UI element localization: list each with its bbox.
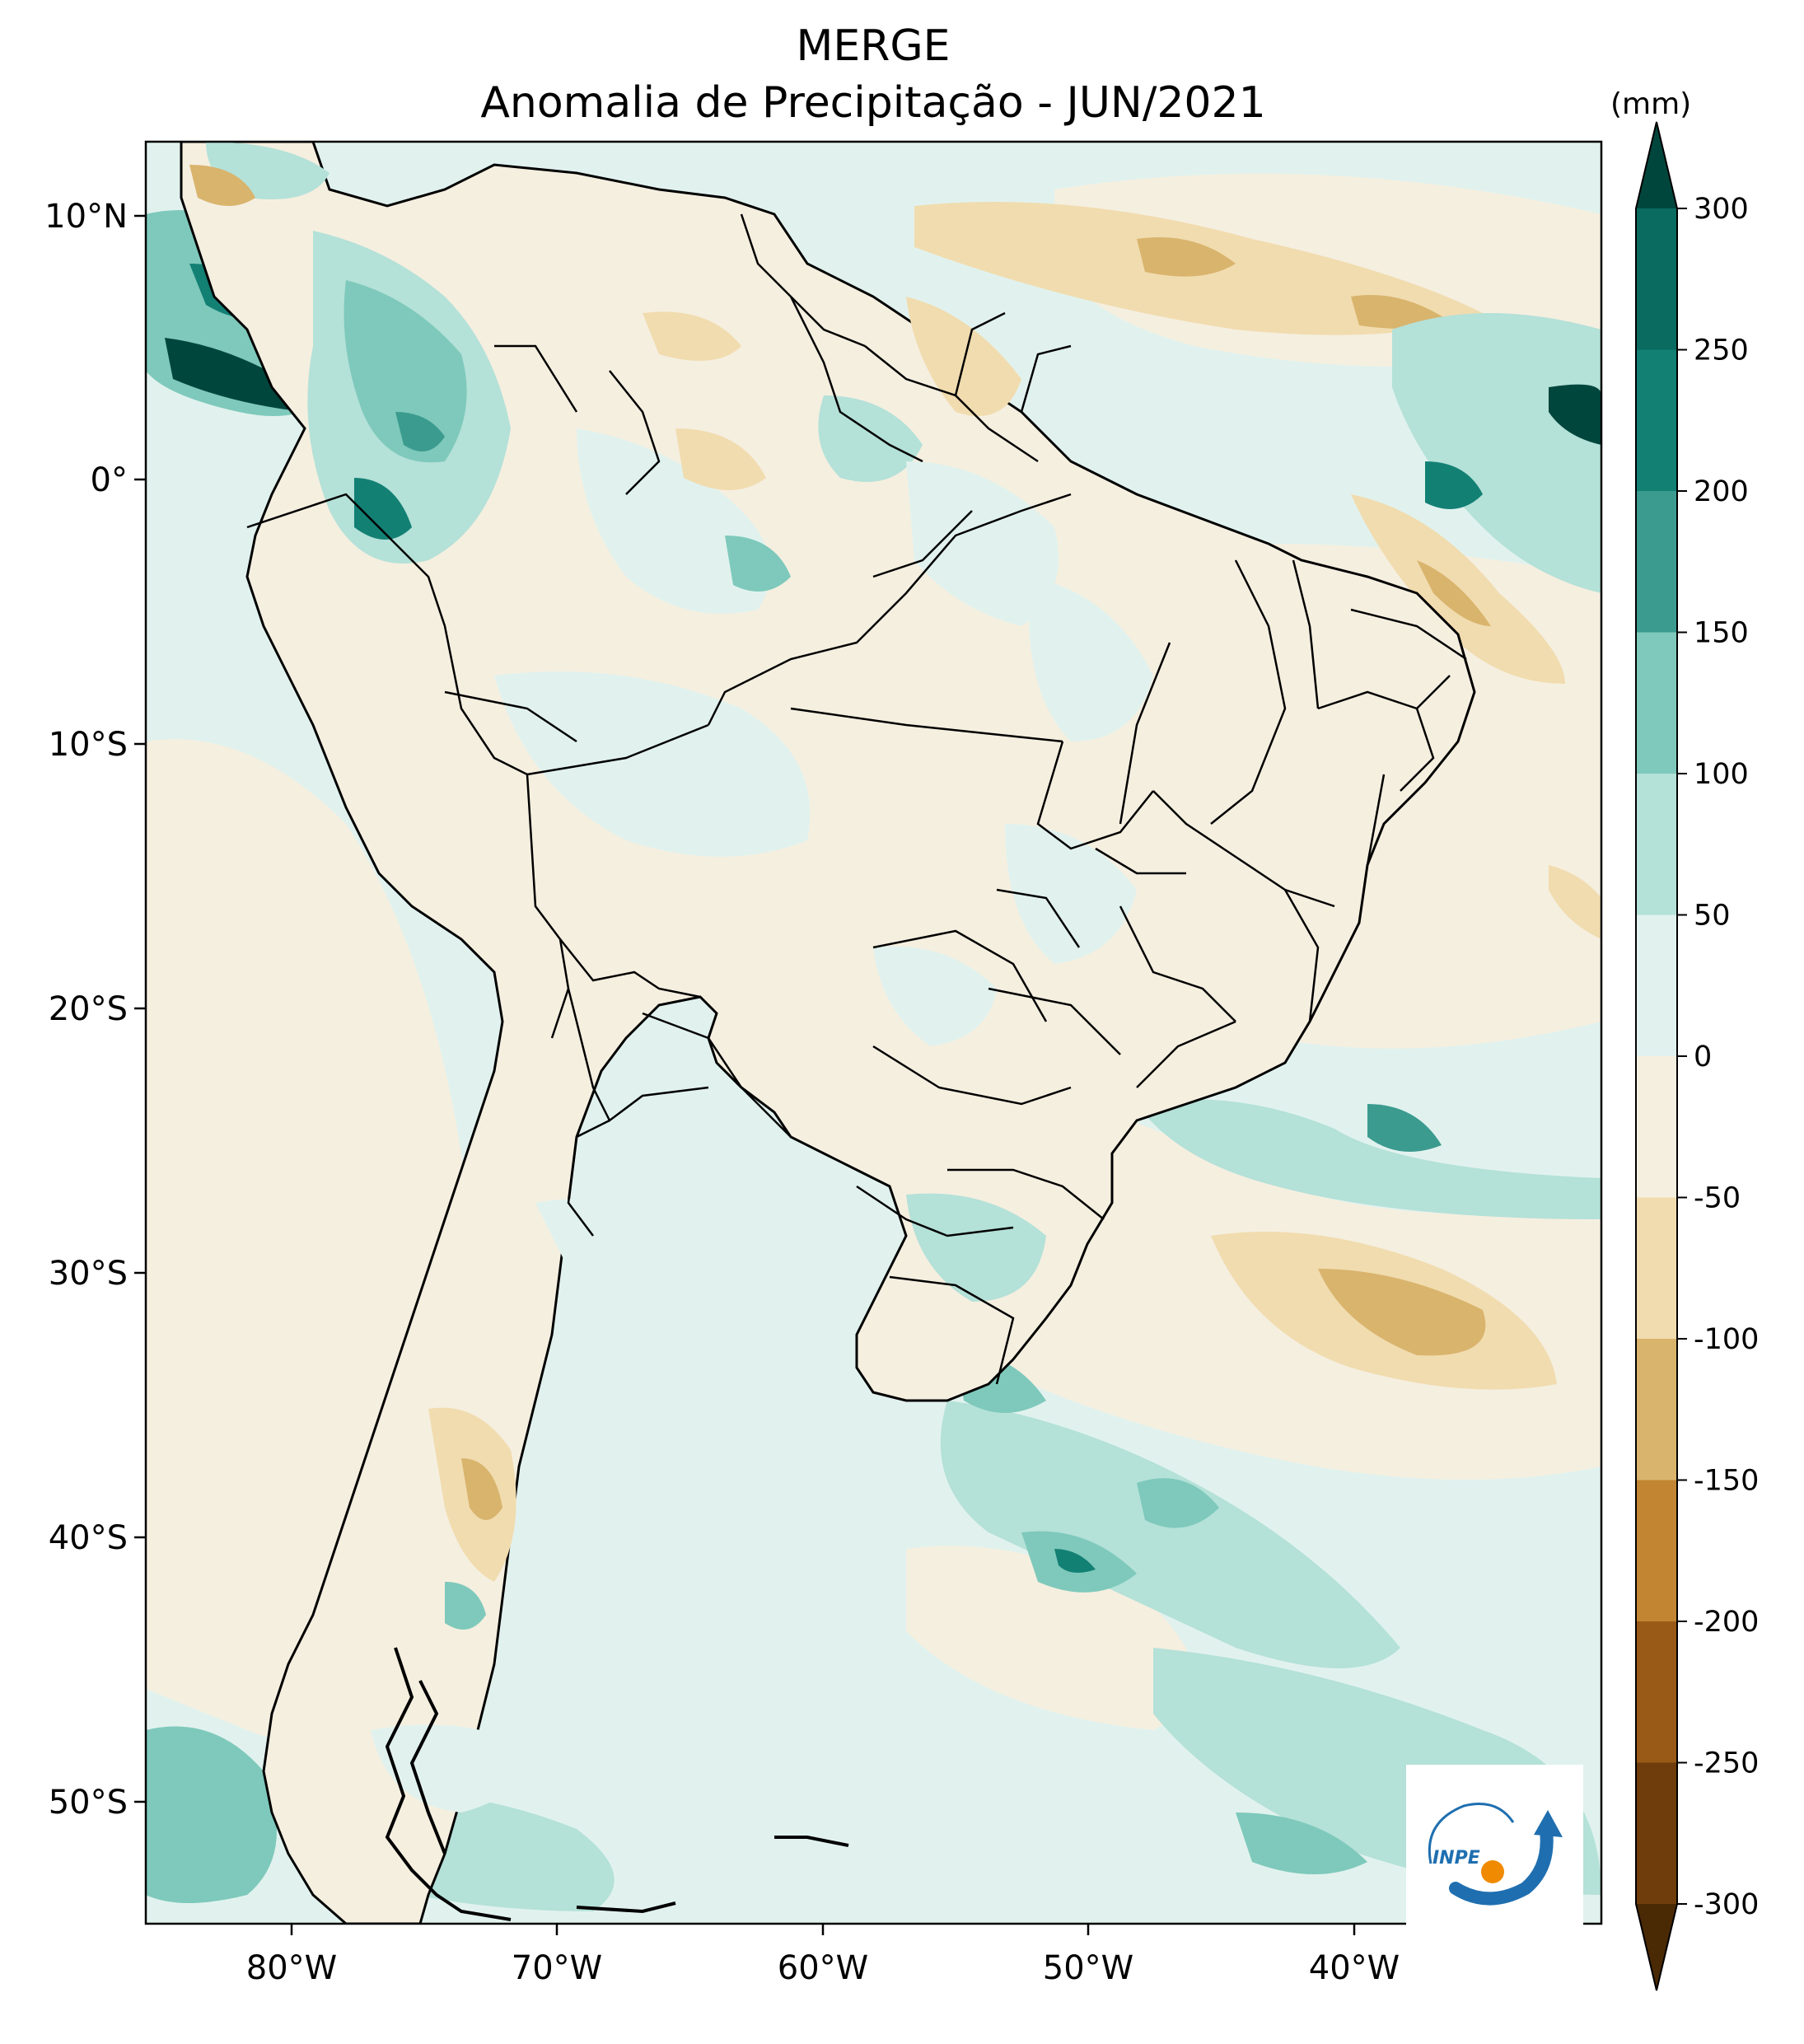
southern-coast-detail [385,1647,849,1921]
colorbar-segment [1636,349,1677,492]
map-area [146,142,1601,1924]
y-tick-label: 30°S [49,1255,128,1293]
colorbar-label: -150 [1694,1465,1759,1498]
colorbar-segment [1636,208,1677,350]
x-tick-label: 70°W [512,1949,602,1987]
y-tick-label: 20°S [49,990,128,1028]
y-ticks [134,214,146,1803]
colorbar-label: -50 [1694,1182,1741,1215]
y-tick-label: 50°S [49,1784,128,1822]
colorbar-label: 200 [1694,475,1749,508]
y-tick-label: 0° [91,461,128,499]
colorbar-label: 300 [1694,193,1749,226]
colorbar-units: (mm) [1610,87,1692,121]
colorbar-segment [1636,1339,1677,1480]
colorbar-segment [1636,1904,1677,1990]
colorbar-label: 0 [1694,1041,1712,1073]
inpe-logo-icon: INPE [1428,1803,1563,1906]
x-ticks [290,1924,1356,1935]
inpe-logo: INPE [1406,1765,1583,1938]
colorbar-label: 100 [1694,758,1749,791]
colorbar-segment [1636,914,1677,1057]
land-negative-anomalies [189,165,1021,1582]
x-tick-label: 50°W [1043,1949,1133,1987]
map-title: MERGE [796,21,951,71]
x-tick-label: 40°W [1309,1949,1400,1987]
y-tick-label: 10°N [44,198,128,236]
colorbar-label: 150 [1694,617,1749,650]
logo-text: INPE [1432,1848,1480,1869]
land-positive-anomalies [206,142,1153,1812]
colorbar-label: -300 [1694,1888,1759,1921]
colorbar-label: -100 [1694,1323,1759,1356]
colorbar-label: -200 [1694,1606,1759,1639]
y-tick-label: 10°S [49,726,128,764]
colorbar-segment [1636,122,1677,208]
y-tick-label: 40°S [49,1519,128,1557]
colorbar: 300 250 200 150 100 50 0 -50 -100 -150 -200 -250 -30… [1635,121,1759,1991]
colorbar-label: 250 [1694,334,1749,367]
colorbar-segment [1636,632,1677,774]
political-borders [246,213,1467,1385]
colorbar-label: 50 [1694,900,1731,933]
colorbar-segment [1636,1762,1677,1905]
colorbar-segment [1636,1197,1677,1340]
colorbar-segment [1636,491,1677,633]
colorbar-segment [1636,1621,1677,1763]
x-tick-label: 60°W [778,1949,868,1987]
colorbar-segment [1636,1056,1677,1198]
y-tick-labels: 10°N 0° 10°S 20°S 30°S 40°S 50°S [44,198,128,1822]
colorbar-segment [1636,1480,1677,1622]
colorbar-label: -250 [1694,1747,1759,1780]
x-tick-labels: 80°W 70°W 60°W 50°W 40°W [246,1949,1400,1987]
x-tick-label: 80°W [246,1949,337,1987]
map-frame [144,140,1603,1925]
colorbar-segment [1636,774,1677,915]
map-subtitle: Anomalia de Precipitação - JUN/2021 [480,78,1266,128]
